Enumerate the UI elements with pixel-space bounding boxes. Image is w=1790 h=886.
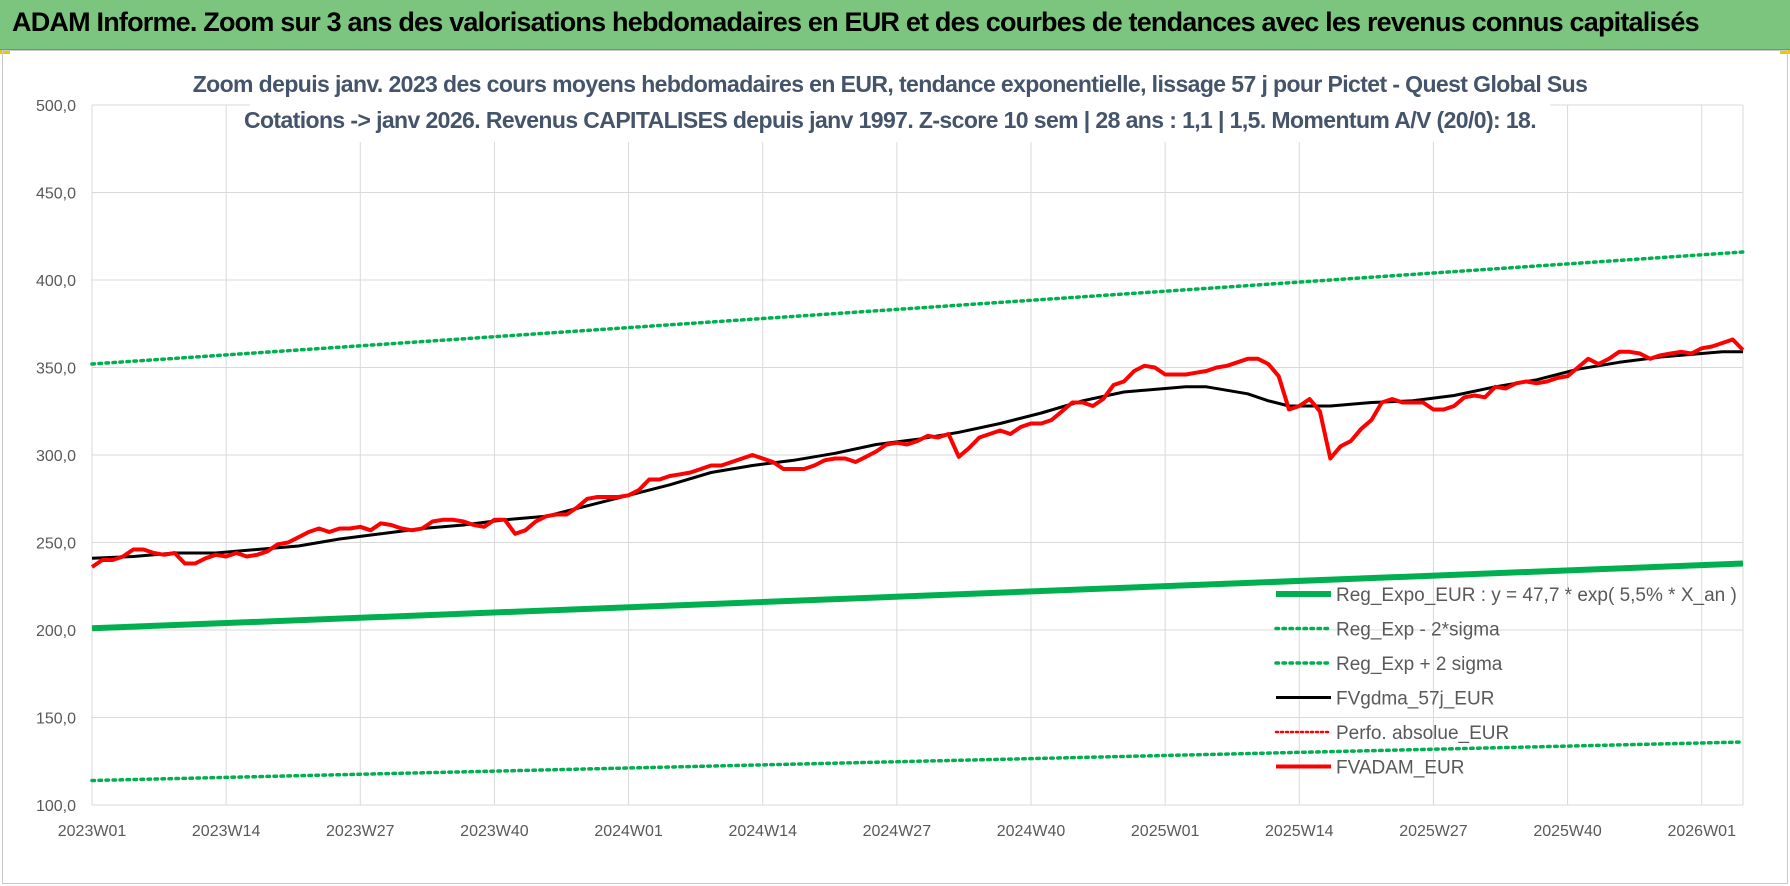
series-line-reg-expo-eur (91, 560, 1744, 632)
x-tick-label: 2025W14 (1265, 823, 1334, 840)
x-tick-label: 2025W27 (1399, 823, 1468, 840)
y-tick-label: 250,0 (36, 536, 76, 553)
legend-label: Perfo. absolue_EUR (1336, 723, 1509, 744)
chart-title-line-1: Zoom depuis janv. 2023 des cours moyens … (193, 71, 1588, 97)
legend-label: Reg_Exp + 2 sigma (1336, 654, 1503, 675)
series (90, 250, 1745, 783)
legend-label: Reg_Expo_EUR : y = 47,7 * exp( 5,5% * X_… (1336, 585, 1737, 606)
x-tick-label: 2024W40 (997, 823, 1066, 840)
x-tick-label: 2024W01 (594, 823, 663, 840)
x-tick-label: 2025W40 (1533, 823, 1602, 840)
report-banner: ADAM Informe. Zoom sur 3 ans des valoris… (0, 0, 1790, 50)
x-tick-label: 2023W27 (326, 823, 395, 840)
y-tick-label: 100,0 (36, 798, 76, 815)
series-line-fvgdma-57j-eur (91, 350, 1743, 560)
x-tick-label: 2023W40 (460, 823, 529, 840)
title-background (250, 66, 1550, 142)
y-tick-label: 400,0 (36, 273, 76, 290)
legend-label: Reg_Exp - 2*sigma (1336, 620, 1500, 641)
legend-label: FVADAM_EUR (1336, 758, 1464, 779)
corner-marker (1780, 50, 1790, 54)
chart-title-line-2: Cotations -> janv 2026. Revenus CAPITALI… (244, 107, 1536, 133)
x-tick-label: 2024W27 (863, 823, 932, 840)
y-tick-label: 450,0 (36, 186, 76, 203)
series-line-reg-exp (90, 250, 1745, 366)
y-tick-label: 300,0 (36, 448, 76, 465)
corner-marker (0, 50, 10, 54)
series-line-fvadam-eur (90, 337, 1745, 569)
legend: Reg_Expo_EUR : y = 47,7 * exp( 5,5% * X_… (1274, 585, 1737, 779)
y-tick-label: 200,0 (36, 623, 76, 640)
y-axis-ticks: 100,0 150,0 200,0 250,0 300,0 350,0 400,0 450,0… (36, 98, 76, 815)
chart-frame (2, 50, 1788, 884)
grid (91, 104, 1744, 806)
x-tick-label: 2023W01 (58, 823, 127, 840)
y-tick-label: 500,0 (36, 98, 76, 115)
legend-label: FVgdma_57j_EUR (1336, 689, 1494, 710)
y-tick-label: 350,0 (36, 361, 76, 378)
report-title: ADAM Informe. Zoom sur 3 ans des valoris… (12, 7, 1700, 37)
x-axis-ticks: 2023W01 2023W14 2023W27 2023W40 2024W01 2024W… (58, 823, 1736, 840)
x-tick-label: 2024W14 (728, 823, 797, 840)
x-tick-label: 2023W14 (192, 823, 261, 840)
x-tick-label: 2025W01 (1131, 823, 1200, 840)
y-tick-label: 150,0 (36, 711, 76, 728)
series-line-reg-exp (90, 740, 1745, 783)
x-tick-label: 2026W01 (1667, 823, 1736, 840)
